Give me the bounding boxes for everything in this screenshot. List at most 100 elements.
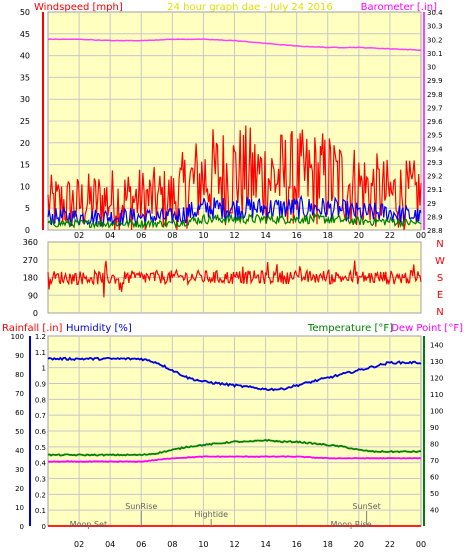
rainfall-tick-label: 1	[42, 365, 46, 373]
windspeed-tick-label: 15	[20, 161, 30, 170]
temperature-tick-label: 80	[430, 440, 439, 448]
humidity-tick-label: 100	[11, 333, 24, 341]
humidity-tick-label: 50	[15, 428, 24, 436]
windspeed-tick-label: 10	[20, 182, 30, 191]
time-tick-label: 22	[385, 540, 395, 549]
humidity-axis-title: Humidity [%]	[66, 323, 132, 334]
humidity-tick-label: 30	[15, 466, 24, 474]
barometer-tick-label: 29.2	[427, 173, 443, 181]
rainfall-axis-title: Rainfall [.in]	[2, 323, 63, 334]
humidity-line	[47, 356, 422, 392]
windspeed-tick-label: 25	[20, 117, 30, 126]
time-tick-label: 12	[229, 231, 239, 240]
time-tick-label: 10	[198, 231, 208, 240]
dewpoint-line	[48, 455, 422, 463]
series: Moon Set SunRise Hightide SunSet Moon Rise	[47, 38, 422, 529]
temperature-tick-label: 60	[430, 473, 439, 481]
temperature-axis-title: Temperature [°F]	[307, 323, 393, 334]
rainfall-tick-label: 0.7	[35, 412, 46, 420]
rainfall-tick-label: 0.3	[35, 476, 46, 484]
event-label: Moon Set	[70, 520, 107, 529]
rainfall-tick-label: 0.2	[35, 491, 46, 499]
time-tick-label: 00	[416, 540, 426, 549]
humidity-tick-label: 10	[15, 504, 24, 512]
humidity-tick-label: 70	[15, 390, 24, 398]
barometer-tick-label: 30	[427, 64, 436, 72]
windspeed-tick-label: 45	[20, 30, 30, 39]
temperature-tick-label: 130	[430, 358, 443, 366]
rainfall-tick-label: 0.5	[35, 444, 46, 452]
windspeed-tick-label: 30	[20, 95, 30, 104]
time-tick-label: 18	[323, 231, 333, 240]
temperature-line	[47, 438, 422, 457]
event-label: Hightide	[194, 510, 228, 519]
barometer-tick-label: 29.1	[427, 186, 443, 194]
barometer-tick-label: 29.5	[427, 132, 443, 140]
barometer-axis-title: Barometer [.in]	[361, 2, 437, 13]
time-tick-label: 08	[167, 231, 177, 240]
time-tick-label: 00	[416, 231, 426, 240]
temperature-tick-label: 110	[430, 391, 443, 399]
windspeed-tick-label: 0	[25, 226, 30, 235]
wind-gust-line	[47, 125, 422, 231]
time-tick-label: 12	[229, 540, 239, 549]
direction-label-n-top: N	[436, 239, 443, 250]
rainfall-tick-label: 0.1	[35, 507, 46, 515]
humidity-tick-label: 60	[15, 409, 24, 417]
barometer-tick-label: 29.3	[427, 159, 443, 167]
temperature-tick-label: 40	[430, 506, 439, 514]
direction-tick-label: 90	[28, 291, 38, 300]
barometer-tick-label: 28.9	[427, 213, 443, 221]
direction-label-n-bottom: N	[436, 307, 443, 318]
dewpoint-axis-title: Dew Point [°F]	[391, 323, 463, 334]
time-tick-label: 06	[136, 540, 146, 549]
humidity-tick-label: 90	[15, 352, 24, 360]
direction-tick-label: 360	[23, 238, 38, 247]
windspeed-tick-label: 20	[20, 139, 30, 148]
time-tick-label: 10	[198, 540, 208, 549]
event-label: SunRise	[125, 502, 157, 511]
rainfall-tick-label: 0.6	[35, 428, 47, 436]
time-tick-label: 02	[74, 540, 84, 549]
direction-label-s: S	[437, 273, 443, 284]
temperature-tick-label: 90	[430, 424, 439, 432]
barometer-tick-label: 29.4	[427, 145, 443, 153]
wind-low-line	[47, 212, 422, 230]
barometer-tick-label: 30.3	[427, 23, 443, 31]
chart-title: 24 hour graph dae - July 24 2016	[167, 2, 333, 13]
direction-tick-label: 0	[33, 309, 38, 318]
rainfall-tick-label: 1.2	[35, 333, 46, 341]
direction-tick-label: 270	[23, 256, 38, 265]
barometer-tick-label: 29.6	[427, 118, 443, 126]
temperature-tick-label: 140	[430, 341, 443, 349]
time-tick-label: 04	[105, 231, 115, 240]
time-tick-label: 06	[136, 231, 146, 240]
time-tick-label: 20	[354, 231, 364, 240]
humidity-tick-label: 0	[20, 523, 24, 531]
humidity-tick-label: 80	[15, 371, 24, 379]
rainfall-tick-label: 1.1	[35, 349, 46, 357]
time-tick-label: 18	[323, 540, 333, 549]
windspeed-tick-label: 5	[25, 204, 30, 213]
barometer-tick-label: 29.9	[427, 77, 443, 85]
event-label: SunSet	[352, 502, 380, 511]
temperature-tick-label: 70	[430, 457, 439, 465]
barometer-tick-label: 30.4	[427, 9, 443, 17]
humidity-tick-label: 40	[15, 447, 24, 455]
time-tick-label: 02	[74, 231, 84, 240]
rainfall-tick-label: 0.8	[35, 396, 46, 404]
rainfall-tick-label: 0	[42, 523, 46, 531]
axes: 0510152025303540455028.828.92929.129.229…	[11, 8, 444, 549]
rainfall-tick-label: 0.4	[35, 460, 47, 468]
windspeed-tick-label: 50	[20, 8, 30, 17]
time-tick-label: 04	[105, 540, 115, 549]
temperature-tick-label: 50	[430, 490, 439, 498]
temperature-tick-label: 100	[430, 407, 443, 415]
time-tick-label: 14	[260, 231, 270, 240]
humidity-tick-label: 20	[15, 485, 24, 493]
barometer-tick-label: 29.8	[427, 91, 443, 99]
time-tick-label: 14	[260, 540, 270, 549]
barometer-tick-label: 30.2	[427, 36, 443, 44]
